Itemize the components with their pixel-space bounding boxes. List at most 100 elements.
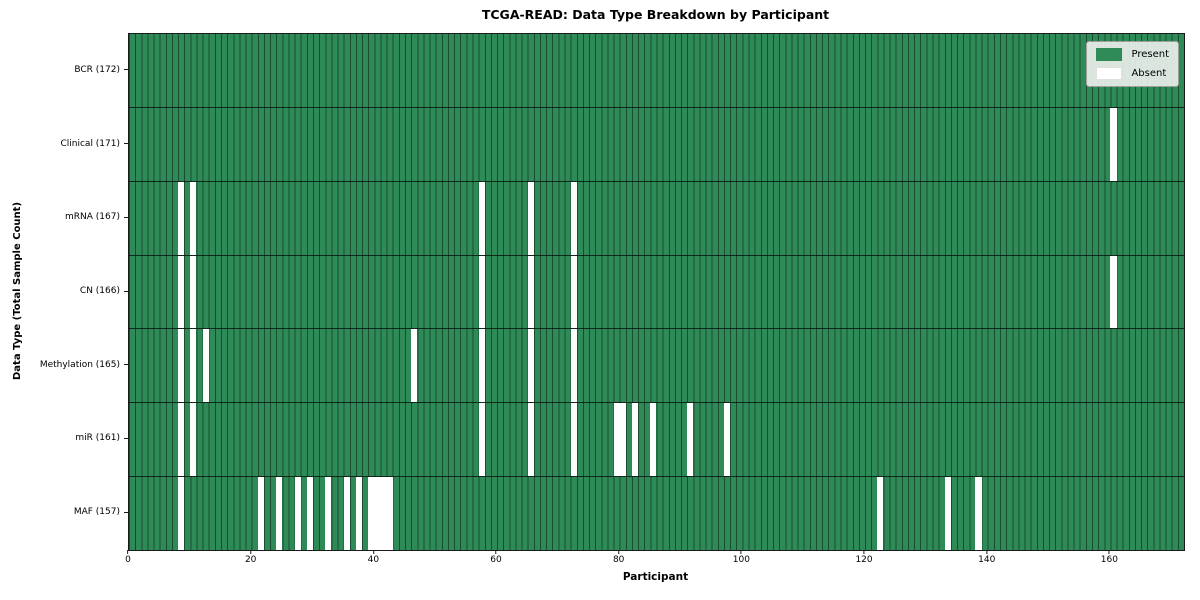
x-tick-mark: [250, 550, 252, 554]
absent-cell: [723, 403, 731, 477]
y-tick-label: miR (161): [75, 433, 120, 444]
y-tick-mark: [124, 437, 128, 439]
absent-cell: [355, 477, 363, 551]
absent-cell: [178, 329, 185, 403]
x-tick-label: 60: [490, 555, 502, 565]
x-tick-mark: [127, 550, 129, 554]
absent-cell: [527, 255, 534, 329]
absent-cell: [178, 403, 185, 477]
absent-cell: [613, 403, 620, 477]
y-tick-label: Clinical (171): [60, 138, 120, 149]
x-tick-80: 80: [613, 550, 624, 565]
absent-cell: [190, 181, 197, 255]
absent-cell: [478, 181, 485, 255]
absent-cell: [368, 477, 375, 551]
x-tick-mark: [495, 550, 497, 554]
x-tick-160: 160: [1101, 550, 1118, 565]
y-tick-label: CN (166): [79, 286, 120, 296]
x-tick-mark: [1108, 550, 1110, 554]
absent-cell: [527, 329, 534, 403]
x-tick-mark: [618, 550, 620, 554]
x-tick-mark: [372, 550, 374, 554]
legend-label-absent: Absent: [1131, 68, 1167, 79]
absent-cell: [294, 477, 301, 551]
y-tick-mrna: mRNA (167): [65, 212, 128, 222]
x-tick-20: 20: [245, 550, 256, 565]
y-tick-mark: [124, 364, 128, 366]
x-tick-0: 0: [125, 550, 131, 565]
absent-cell: [687, 403, 694, 477]
y-tick-mark: [124, 290, 128, 292]
legend: Present Absent: [1086, 41, 1179, 87]
absent-cell: [478, 255, 485, 329]
y-tick-bcr: BCR (172): [74, 65, 128, 75]
absent-cell: [527, 181, 534, 255]
y-tick-clinical: Clinical (171): [60, 139, 128, 149]
legend-swatch-absent: [1096, 67, 1123, 80]
absent-cell: [178, 255, 185, 329]
absent-cell: [386, 477, 393, 551]
absent-cell: [178, 181, 185, 255]
x-tick-100: 100: [733, 550, 750, 565]
y-axis-ticks: BCR (172) Clinical (171) mRNA (167) CN (166…: [0, 33, 128, 549]
heatmap-row-cn: [129, 255, 1184, 330]
heatmap-plot: Present Absent: [128, 33, 1185, 551]
y-tick-label: Methylation (165): [39, 359, 120, 370]
x-axis-ticks: 0 20 40 60 80 100 120 140 160: [125, 550, 1183, 570]
absent-cell: [944, 477, 951, 551]
absent-cell: [325, 477, 332, 551]
x-tick-label: 40: [367, 555, 380, 565]
x-tick-label: 20: [244, 555, 257, 565]
y-tick-mark: [124, 511, 128, 513]
absent-cell: [374, 477, 381, 551]
absent-cell: [276, 477, 283, 551]
absent-cell: [178, 477, 185, 551]
legend-entry-present: Present: [1096, 48, 1169, 61]
absent-cell: [570, 329, 577, 403]
x-tick-mark: [740, 550, 742, 554]
absent-cell: [478, 329, 485, 403]
absent-cell: [631, 403, 639, 477]
legend-label-present: Present: [1131, 49, 1169, 60]
absent-cell: [190, 329, 197, 403]
x-tick-label: 140: [978, 555, 996, 565]
legend-entry-absent: Absent: [1096, 67, 1169, 80]
x-tick-label: 100: [732, 555, 750, 565]
x-tick-mark: [986, 550, 988, 554]
absent-cell: [1110, 255, 1117, 329]
absent-cell: [877, 477, 884, 551]
absent-cell: [343, 477, 350, 551]
absent-cell: [650, 403, 657, 477]
absent-cell: [478, 403, 485, 477]
absent-cell: [190, 403, 197, 477]
absent-cell: [619, 403, 626, 477]
x-tick-120: 120: [855, 550, 873, 565]
absent-cell: [257, 477, 264, 551]
x-tick-40: 40: [368, 550, 379, 565]
legend-swatch-present: [1096, 48, 1123, 61]
absent-cell: [190, 255, 197, 329]
x-tick-label: 160: [1100, 555, 1118, 565]
y-tick-mir: miR (161): [75, 433, 128, 443]
heatmap-row-methylation: [129, 329, 1184, 404]
x-axis-label: Participant: [622, 571, 689, 583]
x-tick-60: 60: [490, 550, 502, 565]
heatmap-row-bcr: [129, 34, 1184, 108]
absent-cell: [306, 477, 313, 551]
y-tick-maf: MAF (157): [74, 507, 128, 517]
absent-cell: [570, 255, 577, 329]
absent-cell: [570, 181, 577, 255]
heatmap-row-mrna: [129, 181, 1184, 256]
heatmap-row-maf: [129, 477, 1184, 551]
y-tick-mark: [124, 143, 128, 145]
y-tick-cn: CN (166): [80, 286, 128, 296]
x-tick-label: 0: [125, 555, 131, 565]
y-tick-methylation: Methylation (165): [40, 360, 128, 370]
y-tick-mark: [124, 69, 128, 71]
y-tick-label: BCR (172): [74, 64, 120, 75]
x-tick-mark: [863, 550, 865, 554]
x-tick-140: 140: [978, 550, 995, 565]
absent-cell: [570, 403, 577, 477]
chart-title: TCGA-READ: Data Type Breakdown by Partic…: [481, 7, 830, 22]
